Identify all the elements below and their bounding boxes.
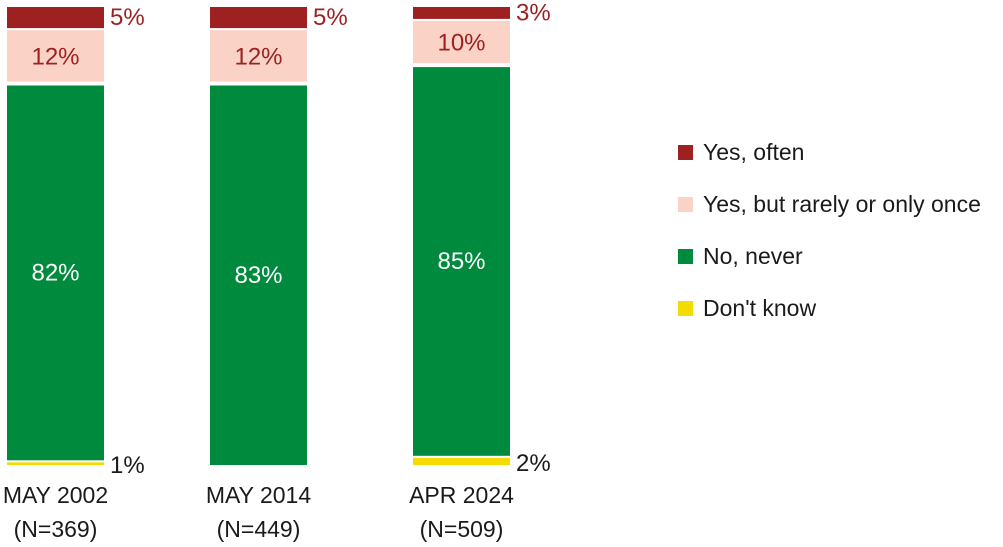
category-label: APR 2024 (409, 482, 514, 508)
data-label: 85% (437, 248, 485, 275)
legend-item: No, never (678, 230, 981, 282)
bar-segment (7, 7, 104, 29)
legend-item: Yes, often (678, 126, 981, 178)
legend-swatch (678, 196, 693, 212)
legend-label: Don't know (703, 294, 817, 321)
category-label: MAY 2002 (3, 482, 108, 508)
data-label: 83% (234, 262, 282, 289)
bar-segment (7, 462, 104, 465)
category-n-label: (N=509) (420, 516, 504, 542)
stacked-bar-chart: 1% 82% 12% 5% MAY 2002 (N=369) 83% 12% 5% MAY 201… (3, 0, 551, 542)
bar-segment (210, 7, 307, 29)
legend: Yes, often Yes, but rarely or only once No… (678, 126, 981, 334)
data-label: 12% (234, 43, 282, 70)
data-label: 82% (31, 260, 79, 287)
legend-swatch (678, 300, 693, 316)
data-label: 5% (313, 4, 348, 31)
data-label: 1% (110, 452, 145, 479)
data-label: 10% (437, 30, 485, 57)
data-label: 3% (516, 0, 551, 26)
bar-segment (413, 457, 510, 465)
legend-swatch (678, 248, 693, 264)
category-n-label: (N=449) (217, 516, 301, 542)
bar-segment (413, 67, 510, 456)
legend-item: Don't know (678, 282, 981, 334)
bar-segment (7, 85, 104, 461)
legend-label: Yes, but rarely or only once (703, 190, 981, 217)
legend-label: Yes, often (703, 138, 805, 165)
data-label: 5% (110, 4, 145, 31)
category-label: MAY 2014 (206, 482, 311, 508)
legend-swatch (678, 144, 693, 160)
legend-item: Yes, but rarely or only once (678, 178, 981, 230)
category-n-label: (N=369) (14, 516, 98, 542)
bar-segment (7, 30, 104, 82)
legend-label: No, never (703, 242, 803, 269)
bar-segment (210, 85, 307, 465)
bar-segment (210, 30, 307, 82)
data-label: 12% (31, 43, 79, 70)
data-label: 2% (516, 450, 551, 477)
bar-segment (413, 7, 510, 19)
bar-segment (413, 20, 510, 64)
